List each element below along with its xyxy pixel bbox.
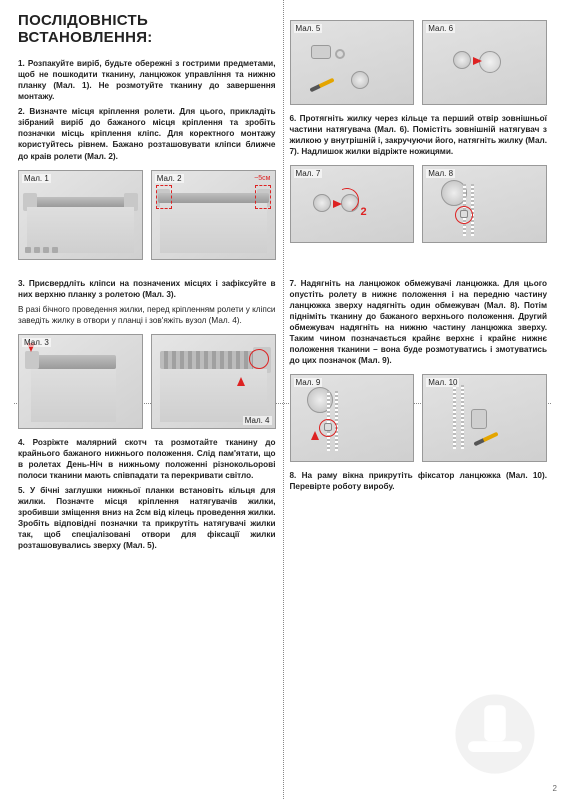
diagram-row-1-2: Мал. 1 Мал. 2 ~5см (18, 170, 276, 260)
watermark-icon (450, 689, 540, 779)
step-1: 1. Розпакуйте виріб, будьте обережні з г… (18, 58, 276, 102)
page-title: ПОСЛІДОВНІСТЬ ВСТАНОВЛЕННЯ: (18, 12, 276, 46)
step-8: 8. На раму вікна прикрутіть фіксатор лан… (290, 470, 548, 492)
diagram-label: Мал. 5 (294, 24, 323, 33)
diagram-label: Мал. 1 (22, 174, 51, 183)
diagram-mal7: Мал. 7 2 (290, 165, 415, 243)
diagram-mal4: Мал. 4 (151, 334, 276, 429)
step-4: 4. Розріжте малярний скотч та розмотайте… (18, 437, 276, 481)
diagram-row-9-10: Мал. 9 Мал. 10 (290, 374, 548, 462)
page-number: 2 (553, 784, 557, 793)
step-6: 6. Протягніть жилку через кільце та перш… (290, 113, 548, 157)
diagram-mal6: Мал. 6 (422, 20, 547, 105)
diagram-row-7-8: Мал. 7 2 Мал. 8 (290, 165, 548, 243)
vertical-divider (283, 0, 284, 799)
diagram-mal2: Мал. 2 ~5см (151, 170, 276, 260)
diagram-mal9: Мал. 9 (290, 374, 415, 462)
diagram-label: Мал. 8 (426, 169, 455, 178)
diagram-label: Мал. 3 (22, 338, 51, 347)
section-mid-left: 3. Присвердліть кліпси на позначених міс… (18, 278, 276, 566)
diagram-mal8: Мал. 8 (422, 165, 547, 243)
step-7: 7. Надягніть на ланцюжок обмежувачі ланц… (290, 278, 548, 367)
diagram-mal1: Мал. 1 (18, 170, 143, 260)
diagram-label: Мал. 2 (155, 174, 184, 183)
distance-label: ~5см (254, 175, 270, 182)
section-top-left: ПОСЛІДОВНІСТЬ ВСТАНОВЛЕННЯ: 1. Розпакуйт… (18, 12, 276, 278)
diagram-label: Мал. 7 (294, 169, 323, 178)
diagram-label: Мал. 6 (426, 24, 455, 33)
diagram-label: Мал. 9 (294, 378, 323, 387)
section-top-right: Мал. 5 Мал. 6 6. Протягніть жилку через … (290, 12, 548, 278)
diagram-label: Мал. 4 (243, 416, 272, 425)
step-3a: 3. Присвердліть кліпси на позначених міс… (18, 278, 276, 300)
step-5: 5. У бічні заглушки нижньої планки встан… (18, 485, 276, 551)
callout-number: 2 (361, 206, 367, 218)
diagram-row-3-4: Мал. 3 Мал. 4 (18, 334, 276, 429)
step-2: 2. Визначте місця кріплення ролети. Для … (18, 106, 276, 161)
diagram-row-5-6: Мал. 5 Мал. 6 (290, 20, 548, 105)
step-3b: В разі бічного проведення жилки, перед к… (18, 304, 276, 326)
diagram-mal5: Мал. 5 (290, 20, 415, 105)
diagram-mal10: Мал. 10 (422, 374, 547, 462)
section-mid-right: 7. Надягніть на ланцюжок обмежувачі ланц… (290, 278, 548, 566)
diagram-mal3: Мал. 3 (18, 334, 143, 429)
diagram-label: Мал. 10 (426, 378, 459, 387)
